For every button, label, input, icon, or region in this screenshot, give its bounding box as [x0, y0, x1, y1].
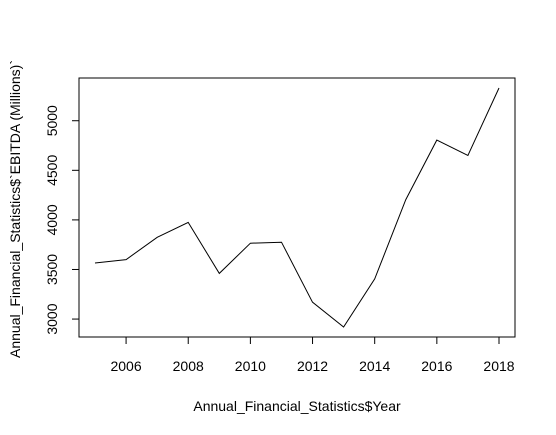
- y-tick-label: 3000: [44, 303, 60, 334]
- x-tick-label: 2018: [483, 358, 514, 374]
- x-tick-label: 2014: [359, 358, 390, 374]
- y-tick-label: 5000: [44, 105, 60, 136]
- plot-frame: [78, 77, 516, 338]
- y-axis-title: Annual_Financial_Statistics$`EBITDA (Mil…: [7, 60, 23, 358]
- x-tick-label: 2008: [173, 358, 204, 374]
- y-tick-label: 3500: [44, 254, 60, 285]
- x-tick-label: 2012: [297, 358, 328, 374]
- x-tick-label: 2016: [421, 358, 452, 374]
- y-tick-label: 4500: [44, 155, 60, 186]
- series-line: [94, 87, 500, 328]
- x-tick-label: 2010: [235, 358, 266, 374]
- y-tick-label: 4000: [44, 204, 60, 235]
- x-axis: 2006 2008 2010 2012 2014 2016 2018: [110, 337, 515, 374]
- y-axis: 3000 3500 4000 4500 5000: [44, 105, 79, 335]
- x-axis-title: Annual_Financial_Statistics$Year: [193, 398, 401, 414]
- x-tick-label: 2006: [110, 358, 141, 374]
- series-layer: [94, 87, 500, 328]
